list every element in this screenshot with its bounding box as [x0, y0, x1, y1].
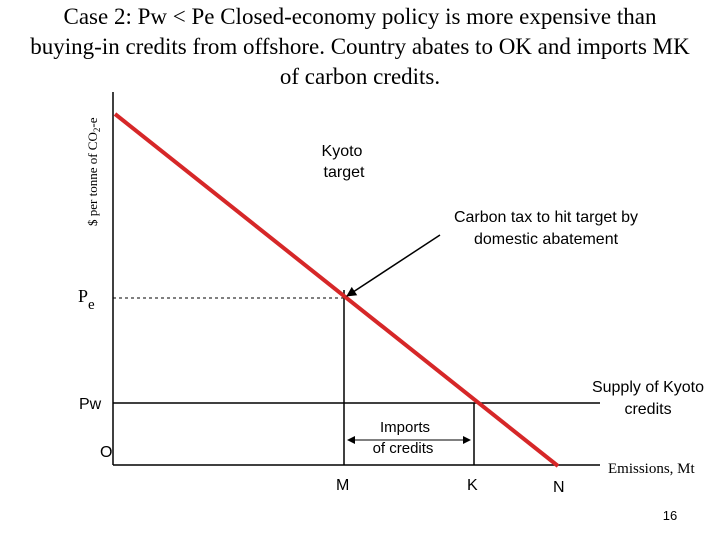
tick-m-label: M: [336, 477, 349, 494]
tax-label-line-2: domestic abatement: [474, 231, 619, 248]
title-line-2: buying-in credits from offshore. Country…: [30, 34, 690, 59]
slide-title: Case 2: Pw < Pe Closed-economy policy is…: [0, 2, 720, 92]
supply-label-line-1: Supply of Kyoto: [592, 379, 704, 396]
pw-label: Pw: [79, 396, 102, 413]
tick-k-label: K: [467, 477, 478, 494]
supply-label-line-2: credits: [624, 401, 671, 418]
origin-label: O: [100, 444, 112, 461]
abatement-cost-curve: [113, 112, 560, 468]
title-line-3: of carbon credits.: [279, 64, 441, 89]
title-line-1: Case 2: Pw < Pe Closed-economy policy is…: [63, 4, 657, 29]
y-axis-label: $ per tonne of CO2-e: [85, 117, 102, 226]
page-number: 16: [663, 508, 677, 523]
kyoto-label-line-2: target: [324, 164, 365, 181]
tax-arrow: [346, 234, 441, 297]
tick-n-label: N: [553, 479, 565, 496]
imports-label-line-2: of credits: [373, 440, 434, 457]
imports-label-line-1: Imports: [380, 419, 430, 436]
pe-label: Pe: [78, 286, 95, 313]
x-axis-label: Emissions, Mt: [608, 461, 696, 477]
tax-label-line-1: Carbon tax to hit target by: [454, 209, 638, 226]
kyoto-label-line-1: Kyoto: [322, 143, 363, 160]
